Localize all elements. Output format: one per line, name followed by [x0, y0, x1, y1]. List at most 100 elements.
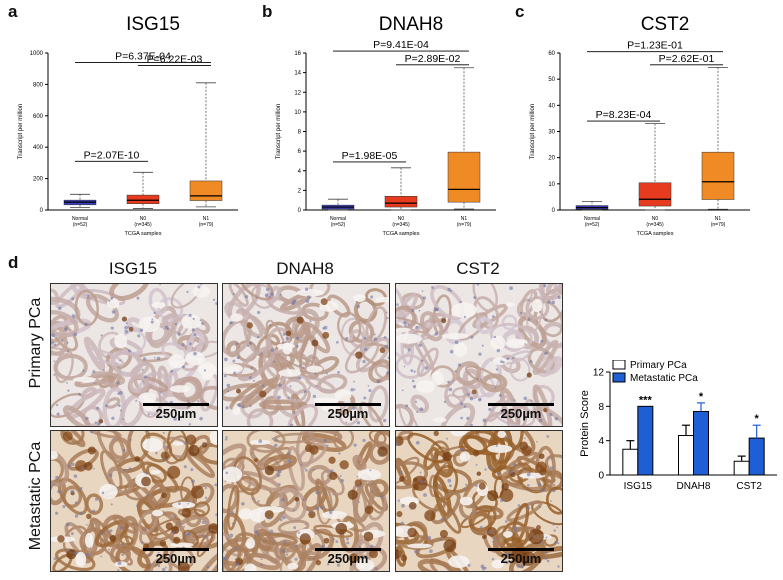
nucleus — [538, 418, 543, 423]
nucleus — [260, 563, 263, 566]
nucleus — [260, 558, 263, 561]
nucleus — [84, 322, 88, 326]
x-tick-n: (n=52) — [73, 222, 88, 228]
ihc-column-title-isg15: ISG15 — [108, 259, 158, 278]
stain-blob — [364, 505, 374, 515]
gland — [62, 485, 83, 509]
p-value-label: P=9.41E-04 — [373, 39, 429, 51]
stain-blob — [441, 318, 447, 324]
nucleus — [439, 483, 442, 486]
nucleus — [110, 503, 113, 506]
nucleus — [66, 382, 68, 384]
stain-blob — [299, 533, 311, 545]
gland — [545, 356, 562, 375]
lumen — [492, 357, 508, 366]
nucleus — [154, 356, 156, 359]
gland — [501, 314, 518, 331]
nucleus — [304, 468, 306, 470]
nucleus — [285, 336, 289, 341]
gland — [336, 394, 356, 416]
stain-blob — [264, 465, 275, 476]
lumen — [432, 417, 447, 423]
x-tick-label: CST2 — [736, 481, 762, 492]
nucleus — [269, 529, 274, 534]
nucleus — [141, 541, 144, 544]
stain-blob — [499, 488, 514, 502]
gland — [55, 548, 96, 571]
lumen — [198, 362, 217, 377]
stain-blob — [57, 535, 65, 543]
legend-label: Metastatic PCa — [630, 373, 698, 384]
x-tick-n: (n=345) — [392, 222, 410, 228]
gland — [88, 431, 122, 439]
nucleus — [192, 317, 195, 320]
x-tick-label: Normal — [72, 216, 88, 222]
nucleus — [116, 381, 120, 385]
p-value-label: P=6.37E-04 — [115, 50, 171, 62]
y-axis-label: Transcript per million — [530, 104, 536, 159]
nucleus — [482, 418, 487, 423]
nucleus — [434, 307, 438, 312]
nucleus — [181, 343, 185, 347]
nucleus — [553, 483, 556, 487]
nucleus — [67, 464, 71, 468]
gland — [367, 385, 389, 423]
nucleus — [549, 466, 554, 470]
stain-blob — [543, 408, 548, 413]
stain-blob — [399, 476, 405, 482]
nucleus — [410, 507, 413, 510]
nucleus — [290, 423, 294, 426]
nucleus — [493, 536, 496, 539]
nucleus — [297, 531, 300, 534]
y-axis-label: Transcript per million — [18, 104, 24, 159]
nucleus — [73, 474, 78, 478]
lumen — [201, 372, 214, 381]
nucleus — [143, 375, 148, 379]
p-value-label: P=2.89E-02 — [405, 53, 461, 65]
nucleus — [505, 561, 509, 565]
gland — [541, 321, 562, 349]
nucleus — [454, 340, 459, 345]
nucleus — [257, 533, 260, 536]
stain-blob — [538, 453, 545, 460]
gland — [114, 515, 139, 554]
y-tick-label: 0 — [298, 208, 302, 214]
nucleus — [308, 510, 312, 514]
nucleus — [279, 518, 283, 522]
nucleus — [268, 295, 271, 299]
lumen — [151, 301, 166, 309]
nucleus — [186, 290, 189, 294]
stain-blob — [311, 339, 319, 347]
nucleus — [339, 463, 341, 465]
nucleus — [199, 416, 203, 421]
lumen — [502, 531, 513, 538]
lumen — [106, 297, 120, 309]
x-tick-n: (n=79) — [711, 222, 726, 228]
nucleus — [66, 522, 70, 527]
nucleus — [473, 296, 477, 300]
nucleus — [554, 416, 559, 421]
nucleus — [278, 483, 281, 486]
y-tick-label: 10 — [294, 110, 301, 116]
nucleus — [353, 380, 355, 383]
gland — [57, 477, 88, 516]
x-tick-n: (n=79) — [457, 222, 472, 228]
stain-blob — [442, 451, 452, 462]
nucleus — [86, 524, 88, 526]
nucleus — [469, 396, 474, 401]
legend-swatch — [612, 372, 626, 383]
nucleus — [373, 337, 378, 341]
stain-blob — [487, 490, 499, 502]
nucleus — [111, 416, 115, 420]
nucleus — [459, 301, 462, 304]
nucleus — [345, 537, 349, 541]
nucleus — [215, 513, 217, 517]
gland — [263, 454, 298, 471]
nucleus — [449, 349, 454, 354]
nucleus — [321, 544, 325, 549]
gland — [115, 545, 151, 571]
tissue-texture — [396, 284, 562, 426]
nucleus — [117, 404, 121, 407]
stain-blob — [424, 509, 436, 522]
